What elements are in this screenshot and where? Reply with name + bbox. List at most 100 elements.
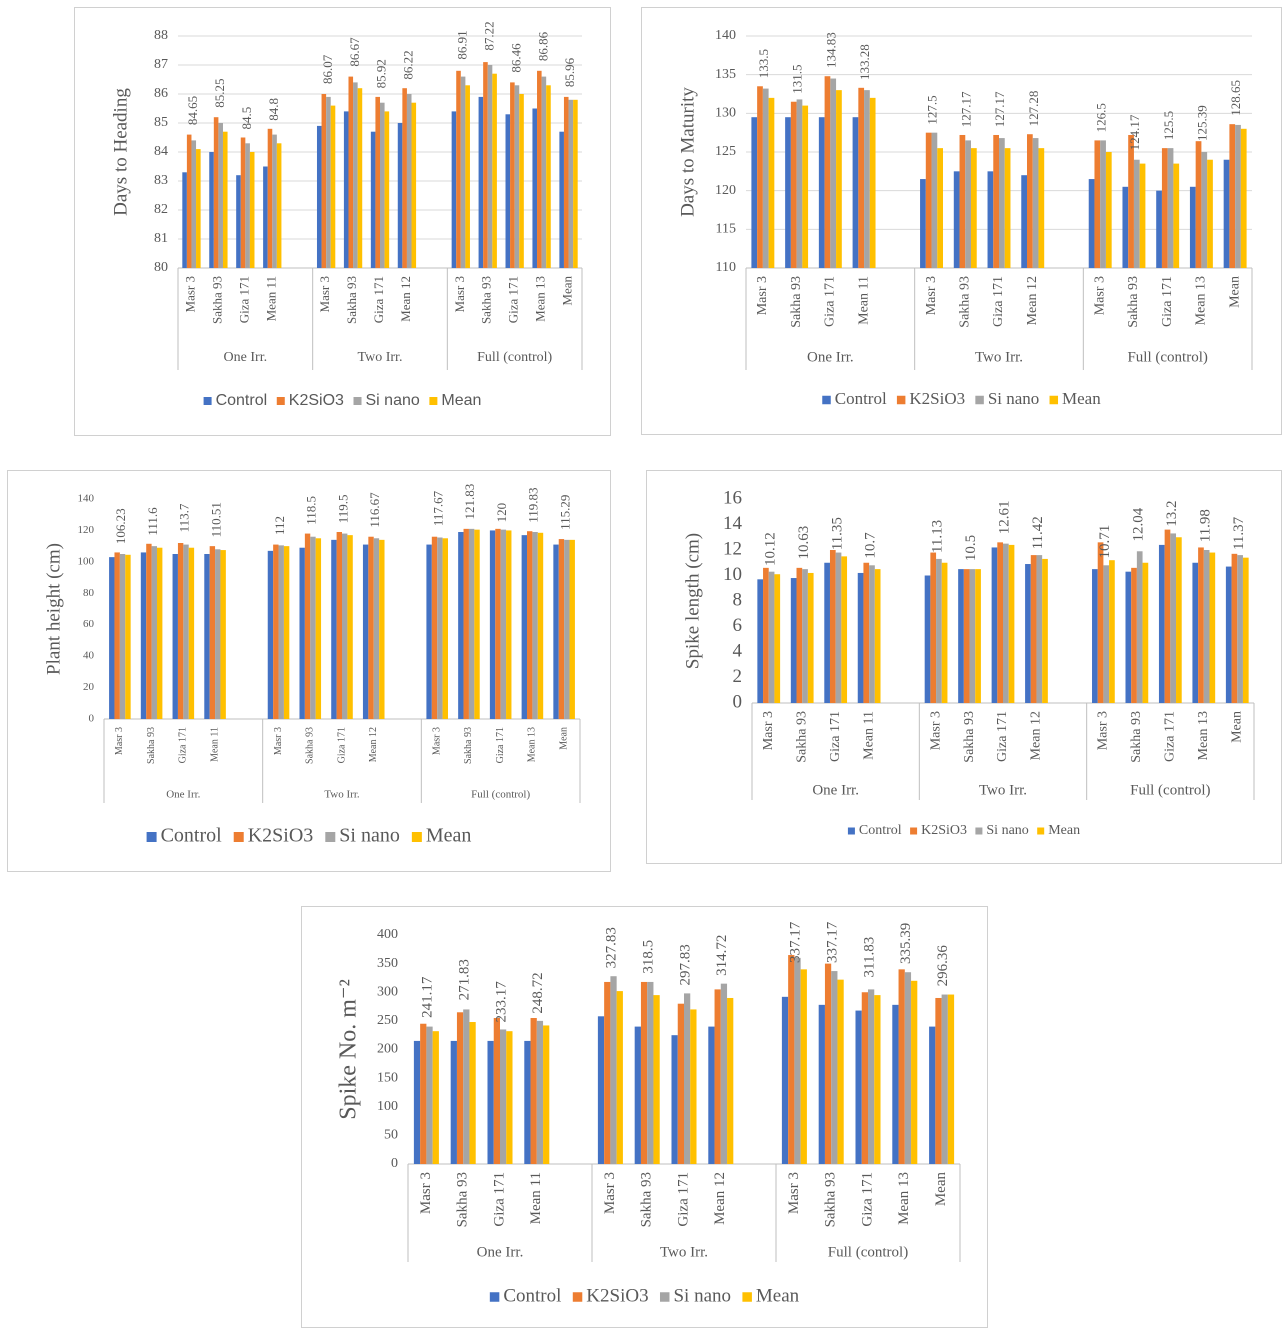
legend-label: Si nano — [673, 1285, 731, 1306]
y-tick-label: 135 — [715, 67, 736, 82]
y-tick-label: 2 — [733, 666, 743, 687]
bar — [1164, 529, 1171, 703]
x-tick-label: Giza 171 — [828, 711, 843, 762]
bar — [559, 131, 564, 268]
x-tick-label: Sakha 93 — [455, 1172, 471, 1227]
x-tick-label: Mean 12 — [1029, 711, 1044, 760]
bar — [510, 82, 515, 269]
bar — [456, 1012, 464, 1164]
y-tick-label: 60 — [83, 618, 95, 630]
x-tick-label: Giza 171 — [495, 727, 506, 763]
group-label: One Irr. — [166, 789, 200, 801]
x-tick-label: Mean 12 — [398, 276, 413, 322]
bar — [402, 88, 407, 268]
bar — [857, 572, 864, 703]
bar — [204, 554, 210, 719]
x-tick-label: Giza 171 — [506, 276, 521, 323]
bar — [469, 1022, 476, 1164]
bar — [527, 531, 533, 719]
bar — [500, 529, 507, 719]
data-label: 311.83 — [861, 937, 877, 978]
y-tick-label: 0 — [733, 691, 743, 712]
bar — [861, 992, 868, 1164]
data-label: 10.5 — [963, 535, 979, 561]
y-tick-label: 83 — [154, 173, 168, 188]
bar — [119, 554, 126, 719]
bar — [941, 562, 948, 703]
bar — [727, 997, 734, 1164]
bar — [541, 76, 547, 268]
bar — [1225, 566, 1232, 703]
data-label: 128.65 — [1228, 80, 1243, 116]
bar — [220, 550, 226, 719]
bar — [768, 571, 775, 703]
data-label: 85.92 — [374, 59, 389, 88]
bar — [1032, 138, 1039, 268]
y-tick-label: 16 — [723, 487, 742, 508]
y-tick-label: 120 — [78, 524, 95, 536]
x-tick-label: Mean 13 — [1196, 711, 1211, 760]
data-label: 133.28 — [857, 44, 872, 80]
data-label: 241.17 — [420, 976, 436, 1018]
x-tick-label: Masr 3 — [1092, 276, 1107, 315]
bar — [824, 963, 832, 1164]
data-label: 271.83 — [457, 959, 473, 1000]
bar — [321, 94, 327, 268]
bar — [1094, 140, 1101, 268]
data-label: 297.83 — [677, 944, 693, 985]
legend-label: Mean — [426, 825, 472, 847]
bar — [1131, 567, 1137, 703]
bar — [1203, 550, 1210, 703]
y-tick-label: 40 — [83, 650, 95, 662]
bar — [456, 70, 461, 268]
bar — [1198, 547, 1204, 703]
y-tick-label: 88 — [154, 28, 168, 43]
bar — [316, 125, 322, 269]
bar — [1128, 134, 1134, 268]
y-tick-label: 10 — [723, 564, 742, 585]
bar — [315, 538, 322, 719]
data-label: 127.28 — [1026, 91, 1041, 127]
bar — [125, 554, 131, 719]
y-tick-label: 0 — [89, 713, 95, 725]
bar — [936, 558, 942, 703]
x-tick-label: Mean — [558, 727, 569, 750]
bar — [474, 529, 480, 719]
bar — [573, 99, 578, 268]
bar — [420, 1023, 427, 1164]
data-label: 127.17 — [958, 91, 973, 127]
legend-swatch — [429, 397, 438, 405]
bar — [267, 128, 273, 268]
group-label: One Irr. — [224, 350, 268, 365]
legend-swatch — [1049, 395, 1059, 405]
y-tick-label: 150 — [377, 1070, 398, 1085]
legend-swatch — [742, 1292, 752, 1302]
y-tick-label: 81 — [154, 231, 168, 246]
bar — [1161, 148, 1168, 268]
legend-label: Control — [859, 823, 902, 838]
data-label: 117.67 — [430, 490, 445, 526]
group-label: Two Irr. — [660, 1244, 708, 1260]
legend-label: Control — [503, 1285, 561, 1306]
x-tick-label: Mean 11 — [856, 276, 871, 325]
y-tick-label: 120 — [715, 183, 736, 198]
y-tick-label: 200 — [377, 1042, 398, 1057]
bar — [330, 105, 336, 268]
bar — [824, 76, 831, 268]
bar — [343, 111, 349, 269]
x-tick-label: Mean 11 — [861, 711, 876, 760]
bar — [209, 152, 214, 268]
x-tick-label: Mean 11 — [263, 276, 278, 321]
legend-swatch — [203, 397, 212, 405]
bar — [1167, 148, 1174, 268]
bar — [869, 97, 876, 268]
data-label: 84.8 — [266, 98, 281, 121]
x-tick-label: Sakha 93 — [209, 276, 224, 324]
y-tick-label: 130 — [715, 106, 736, 121]
bar — [794, 957, 801, 1164]
x-tick-label: Sakha 93 — [305, 727, 316, 764]
chart: 110 115 120 125 130 135 140 Days to Maturity One… — [641, 7, 1282, 435]
bar — [1042, 558, 1048, 703]
bar — [714, 989, 721, 1164]
legend-swatch — [822, 395, 831, 405]
